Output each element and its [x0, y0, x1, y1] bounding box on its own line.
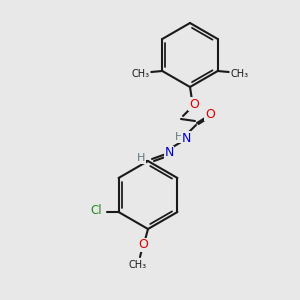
Text: N: N	[181, 131, 191, 145]
Text: O: O	[189, 98, 199, 110]
Text: O: O	[205, 107, 215, 121]
Text: Cl: Cl	[91, 205, 102, 218]
Text: CH₃: CH₃	[131, 69, 149, 79]
Text: H: H	[137, 153, 145, 163]
Text: CH₃: CH₃	[129, 260, 147, 270]
Text: H: H	[175, 132, 183, 142]
Text: N: N	[164, 146, 174, 160]
Text: CH₃: CH₃	[231, 69, 249, 79]
Text: O: O	[138, 238, 148, 251]
